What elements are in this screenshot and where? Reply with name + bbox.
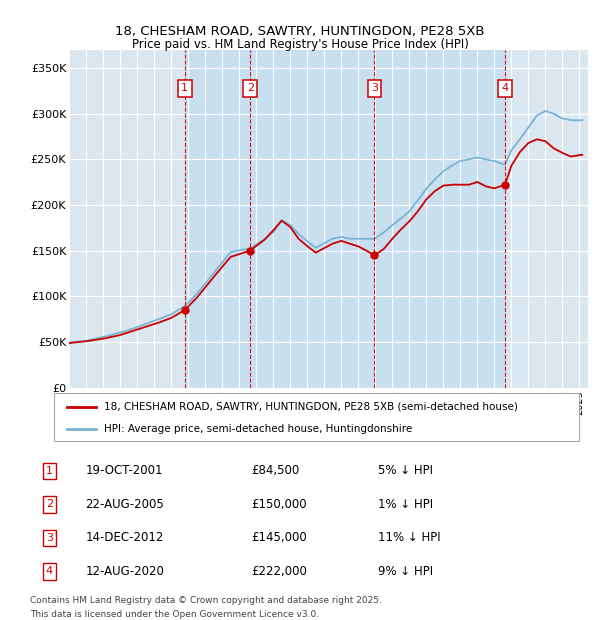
Text: 19-OCT-2001: 19-OCT-2001 [85, 464, 163, 477]
Text: 18, CHESHAM ROAD, SAWTRY, HUNTINGDON, PE28 5XB: 18, CHESHAM ROAD, SAWTRY, HUNTINGDON, PE… [115, 25, 485, 38]
Text: 2: 2 [247, 84, 254, 94]
Text: 9% ↓ HPI: 9% ↓ HPI [378, 565, 433, 578]
Text: £222,000: £222,000 [251, 565, 307, 578]
Text: 5% ↓ HPI: 5% ↓ HPI [378, 464, 433, 477]
Text: HPI: Average price, semi-detached house, Huntingdonshire: HPI: Average price, semi-detached house,… [104, 424, 412, 435]
Bar [185, 50, 505, 388]
Text: £84,500: £84,500 [251, 464, 299, 477]
FancyBboxPatch shape [54, 393, 579, 441]
Text: 2: 2 [46, 500, 53, 510]
Text: £150,000: £150,000 [251, 498, 307, 511]
Text: 14-DEC-2012: 14-DEC-2012 [85, 531, 164, 544]
Text: 3: 3 [371, 84, 378, 94]
Text: 4: 4 [46, 567, 53, 577]
Text: Contains HM Land Registry data © Crown copyright and database right 2025.: Contains HM Land Registry data © Crown c… [30, 596, 382, 606]
Text: 1: 1 [46, 466, 53, 476]
Text: Price paid vs. HM Land Registry's House Price Index (HPI): Price paid vs. HM Land Registry's House … [131, 38, 469, 50]
Text: 18, CHESHAM ROAD, SAWTRY, HUNTINGDON, PE28 5XB (semi-detached house): 18, CHESHAM ROAD, SAWTRY, HUNTINGDON, PE… [104, 402, 518, 412]
Text: 1: 1 [181, 84, 188, 94]
Text: This data is licensed under the Open Government Licence v3.0.: This data is licensed under the Open Gov… [30, 610, 319, 619]
Text: 22-AUG-2005: 22-AUG-2005 [85, 498, 164, 511]
Text: £145,000: £145,000 [251, 531, 307, 544]
Text: 11% ↓ HPI: 11% ↓ HPI [378, 531, 440, 544]
Text: 12-AUG-2020: 12-AUG-2020 [85, 565, 164, 578]
Text: 4: 4 [502, 84, 509, 94]
Text: 1% ↓ HPI: 1% ↓ HPI [378, 498, 433, 511]
Text: 3: 3 [46, 533, 53, 543]
